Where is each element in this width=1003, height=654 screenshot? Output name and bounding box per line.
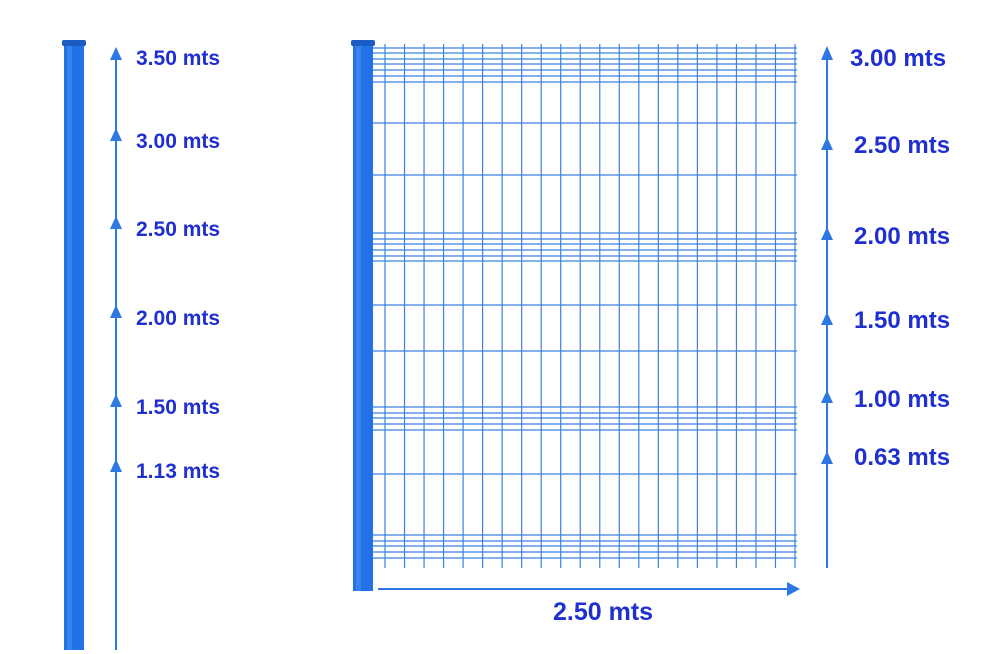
panel-arrow-3-00 xyxy=(821,46,833,60)
post-label-1-50: 1.50 mts xyxy=(136,396,221,419)
panel-arrow-0-63 xyxy=(821,451,833,464)
panel-label-1-50: 1.50 mts xyxy=(854,307,951,334)
post-arrow-1-50 xyxy=(110,394,122,407)
panel-width-scale xyxy=(378,582,800,596)
panel-label-2-50: 2.50 mts xyxy=(854,132,951,159)
single-post xyxy=(62,40,86,650)
panel-arrow-2-50 xyxy=(821,137,833,150)
post-cap xyxy=(62,40,86,46)
width-arrow-head xyxy=(787,582,800,596)
post-arrow-1-13 xyxy=(110,459,122,472)
post-label-3-50: 3.50 mts xyxy=(136,47,221,70)
post-arrow-3-00 xyxy=(110,128,122,141)
post-label-2-00: 2.00 mts xyxy=(136,307,221,330)
panel-width-label: 2.50 mts xyxy=(553,598,654,626)
post-height-scale xyxy=(110,47,122,650)
panel-label-3-00: 3.00 mts xyxy=(850,45,947,72)
fence-panel xyxy=(351,40,797,591)
wire-mesh xyxy=(373,44,797,568)
panel-arrow-2-00 xyxy=(821,227,833,240)
panel-label-0-63: 0.63 mts xyxy=(854,444,951,471)
post-label-3-00: 3.00 mts xyxy=(136,130,221,153)
panel-arrow-1-00 xyxy=(821,390,833,403)
post-label-2-50: 2.50 mts xyxy=(136,218,221,241)
post-arrow-3-50 xyxy=(110,47,122,60)
panel-label-1-00: 1.00 mts xyxy=(854,386,951,413)
post-highlight xyxy=(67,43,72,650)
post-arrow-2-50 xyxy=(110,216,122,229)
post-label-1-13: 1.13 mts xyxy=(136,460,221,483)
post-arrow-2-00 xyxy=(110,305,122,318)
panel-post-cap xyxy=(351,40,375,46)
panel-arrow-1-50 xyxy=(821,312,833,325)
panel-label-2-00: 2.00 mts xyxy=(854,223,951,250)
panel-height-scale xyxy=(821,46,833,568)
panel-post-highlight xyxy=(356,43,361,591)
